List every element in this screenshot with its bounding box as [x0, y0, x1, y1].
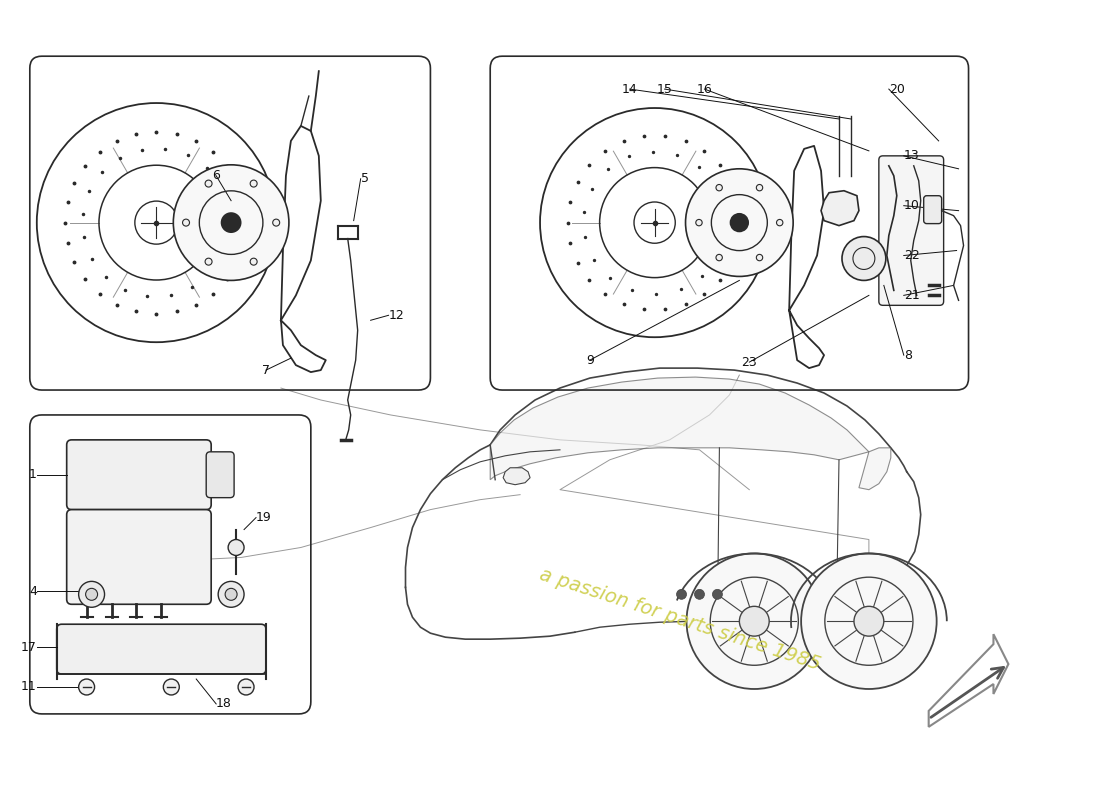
Circle shape	[729, 213, 749, 232]
Text: 5: 5	[361, 172, 368, 186]
Text: 23: 23	[741, 356, 757, 369]
Text: 9: 9	[586, 354, 594, 366]
Circle shape	[777, 219, 783, 226]
Text: 1: 1	[29, 468, 36, 482]
Text: 22: 22	[904, 249, 920, 262]
Circle shape	[716, 185, 723, 191]
Circle shape	[676, 590, 686, 599]
Text: 12: 12	[388, 309, 405, 322]
Polygon shape	[859, 448, 891, 490]
Text: 7: 7	[262, 364, 270, 377]
FancyBboxPatch shape	[879, 156, 944, 306]
FancyBboxPatch shape	[924, 196, 942, 224]
Circle shape	[250, 258, 257, 265]
Text: 21: 21	[904, 289, 920, 302]
Text: 4: 4	[29, 585, 36, 598]
Circle shape	[78, 582, 104, 607]
Circle shape	[757, 254, 762, 261]
Circle shape	[226, 588, 238, 600]
Circle shape	[78, 679, 95, 695]
Text: 16: 16	[696, 82, 713, 95]
FancyBboxPatch shape	[57, 624, 266, 674]
Circle shape	[205, 180, 212, 187]
Text: 8: 8	[904, 349, 912, 362]
Circle shape	[228, 539, 244, 555]
Circle shape	[686, 554, 822, 689]
Polygon shape	[503, 468, 530, 485]
Text: 11: 11	[21, 681, 36, 694]
Circle shape	[694, 590, 704, 599]
Circle shape	[757, 185, 762, 191]
Circle shape	[685, 169, 793, 277]
Circle shape	[174, 165, 289, 281]
Text: 6: 6	[212, 170, 220, 182]
Text: 20: 20	[889, 82, 904, 95]
Circle shape	[238, 679, 254, 695]
Circle shape	[854, 606, 883, 636]
Circle shape	[801, 554, 937, 689]
Circle shape	[205, 258, 212, 265]
Circle shape	[713, 590, 723, 599]
Text: a passion for parts since 1985: a passion for parts since 1985	[537, 565, 823, 674]
Polygon shape	[491, 377, 869, 480]
Text: 10: 10	[904, 199, 920, 212]
Polygon shape	[821, 190, 859, 226]
Circle shape	[250, 180, 257, 187]
Circle shape	[163, 679, 179, 695]
Circle shape	[716, 254, 723, 261]
Text: 17: 17	[21, 641, 36, 654]
Circle shape	[842, 237, 886, 281]
Circle shape	[86, 588, 98, 600]
Text: 13: 13	[904, 150, 920, 162]
Circle shape	[739, 606, 769, 636]
Text: 18: 18	[217, 698, 232, 710]
Text: 14: 14	[621, 82, 638, 95]
FancyBboxPatch shape	[67, 510, 211, 604]
FancyBboxPatch shape	[206, 452, 234, 498]
Circle shape	[221, 212, 242, 233]
Text: 15: 15	[657, 82, 672, 95]
Circle shape	[218, 582, 244, 607]
Circle shape	[696, 219, 702, 226]
Text: 19: 19	[256, 511, 272, 524]
Circle shape	[183, 219, 189, 226]
Circle shape	[273, 219, 279, 226]
FancyBboxPatch shape	[67, 440, 211, 510]
